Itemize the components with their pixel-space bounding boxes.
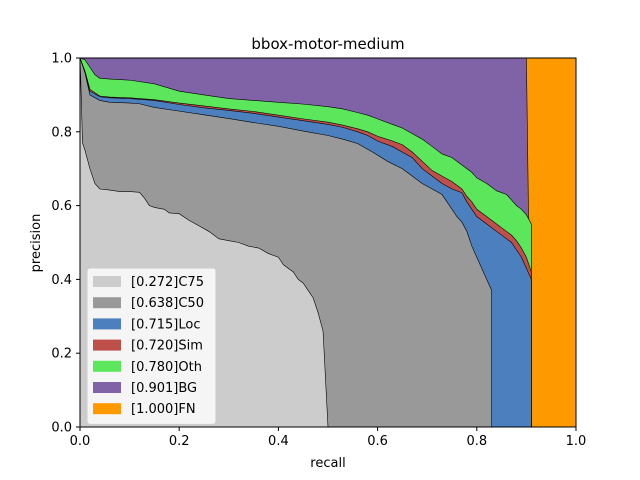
x-axis-label: recall (310, 456, 345, 471)
x-tick-label: 0.4 (268, 434, 289, 449)
y-tick-label: 0.8 (51, 125, 72, 140)
x-tick-label: 0.0 (70, 434, 91, 449)
x-tick-label: 0.2 (169, 434, 190, 449)
plot-border (79, 57, 577, 428)
legend-label-fn: [1.000]FN (131, 402, 196, 417)
y-tick-label: 0.6 (51, 199, 72, 214)
legend-swatch-fn (93, 403, 121, 415)
legend-swatch-c50 (93, 297, 121, 309)
x-tick-label: 0.6 (367, 434, 388, 449)
legend-swatch-c75 (93, 276, 121, 287)
legend: [0.272]C75 [0.638]C50 [0.715]Loc [0.720]Sim… (86, 267, 217, 425)
legend-label-oth: [0.780]Oth (131, 360, 202, 375)
legend-label-bg: [0.901]BG (131, 381, 197, 396)
legend-label-loc: [0.715]Loc (131, 317, 200, 332)
y-axis-label: precision (29, 214, 44, 273)
x-axis: 0.0 0.2 0.4 0.6 0.8 1.0 (70, 427, 587, 449)
plot-frame (79, 57, 577, 428)
legend-swatch-loc (93, 318, 121, 330)
chart-title: bbox-motor-medium (251, 35, 404, 53)
legend-label-c75: [0.272]C75 (131, 275, 204, 290)
y-tick-label: 0.0 (51, 421, 72, 436)
legend-swatch-sim (93, 339, 121, 351)
legend-label-c50: [0.638]C50 (131, 296, 204, 311)
x-tick-label: 1.0 (566, 434, 587, 449)
y-tick-label: 1.0 (51, 52, 72, 67)
legend-swatch-oth (93, 360, 121, 372)
y-axis: 0.0 0.2 0.4 0.6 0.8 1.0 (51, 52, 80, 436)
legend-swatch-bg (93, 382, 121, 393)
y-tick-label: 0.2 (51, 347, 72, 362)
x-tick-label: 0.8 (466, 434, 487, 449)
legend-label-sim: [0.720]Sim (131, 339, 203, 354)
y-tick-label: 0.4 (51, 273, 72, 288)
